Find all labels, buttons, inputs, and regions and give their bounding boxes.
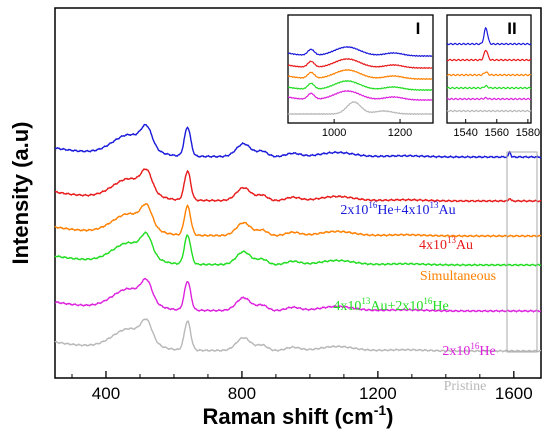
x-ticks: 400 800 1200 1600: [71, 371, 533, 403]
inset-x-tick-label-1: 1200: [388, 127, 412, 139]
main-plot: 400 800 1200 1600 2x1016He+4x1013Au 4x1013Au…: [54, 7, 542, 403]
inset-II-ticks: 1540 1560 1580: [453, 119, 540, 139]
series-label-4: 2x1016He: [442, 341, 495, 359]
x-tick-label-3: 1600: [495, 384, 533, 403]
series-line-2: [54, 202, 542, 238]
x-tick-label-0: 400: [92, 384, 120, 403]
inset-I-ticks: 1000 1200: [322, 119, 412, 139]
x-axis-title: Raman shift (cm-1): [203, 402, 394, 429]
series-line-3: [54, 231, 542, 267]
inset-I: 1000 1200 I: [287, 14, 434, 139]
inset-series-line-3: [446, 84, 532, 90]
series-line-1: [54, 168, 542, 203]
series-label-0: 2x1016He+4x1013Au: [340, 200, 455, 218]
series-label-3: 4x1013Au+2x1016He: [333, 296, 448, 314]
inset-x-tick-label-2: 1580: [516, 127, 540, 139]
inset-x-tick-label-1: 1560: [485, 127, 509, 139]
inset-II-frame: [446, 14, 532, 124]
inset-series-line-1: [446, 49, 532, 62]
inset-x-tick-label-0: 1000: [322, 127, 346, 139]
inset-series-line-2: [446, 71, 532, 77]
inset-series-line-0: [287, 45, 433, 58]
inset-I-series: [287, 45, 433, 116]
inset-II: 1540 1560 1580 II: [446, 14, 540, 139]
plot-frame: [54, 7, 542, 379]
series-label-2: Simultaneous: [420, 269, 496, 284]
inset-series-line-3: [287, 80, 433, 92]
inset-series-line-0: [446, 26, 532, 46]
y-axis-title: Intensity (a.u): [8, 121, 33, 264]
inset-series-line-2: [287, 68, 433, 81]
series-group: [54, 123, 542, 353]
inset-I-title: I: [416, 19, 421, 38]
inset-series-line-5: [287, 101, 433, 116]
inset-II-title: II: [507, 19, 516, 38]
series-line-4: [55, 277, 542, 313]
x-tick-label-2: 1200: [359, 384, 397, 403]
inset-series-line-1: [287, 58, 433, 70]
series-label-5: Pristine: [444, 379, 487, 394]
series-line-5: [54, 318, 542, 353]
inset-x-tick-label-0: 1540: [453, 127, 477, 139]
inset-series-line-5: [446, 109, 532, 113]
inset-I-frame: [287, 14, 434, 124]
x-tick-label-1: 800: [228, 384, 256, 403]
inset-series-line-4: [287, 89, 433, 102]
inset-series-line-4: [446, 96, 532, 101]
highlight-box: [506, 151, 538, 353]
series-labels: 2x1016He+4x1013Au 4x1013Au Simultaneous 4x1…: [333, 200, 496, 394]
inset-II-series: [446, 26, 532, 113]
series-label-1: 4x1013Au: [419, 235, 473, 253]
series-line-0: [54, 123, 542, 159]
